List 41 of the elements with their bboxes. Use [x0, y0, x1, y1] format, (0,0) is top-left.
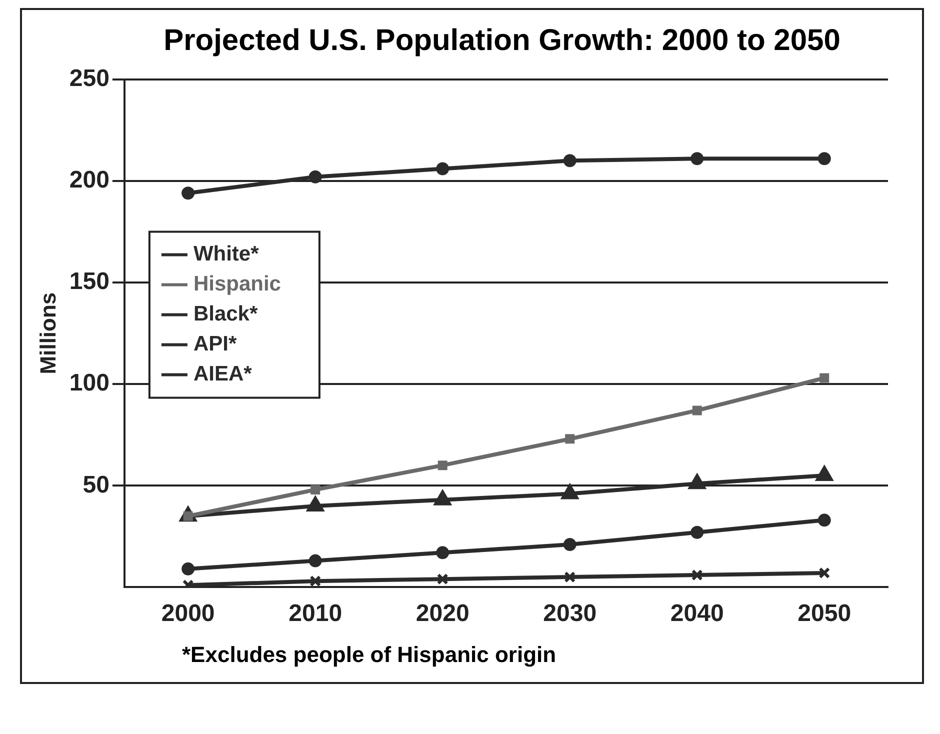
legend-label: White* [193, 242, 260, 266]
x-tick-label: 2010 [288, 600, 342, 628]
point [182, 186, 195, 200]
y-tick-label: 200 [69, 166, 110, 194]
point [565, 434, 575, 444]
y-tick-label: 150 [69, 268, 110, 296]
text: *Excludes people of Hispanic origin [181, 642, 558, 669]
legend-label: API* [193, 332, 238, 356]
point [436, 546, 450, 560]
point [308, 554, 322, 568]
point [690, 152, 704, 166]
point [310, 484, 320, 494]
x-tick-label: 2000 [161, 600, 215, 628]
y-tick-label: 50 [82, 471, 110, 498]
point [310, 575, 322, 587]
point [690, 526, 704, 539]
point [818, 567, 830, 579]
x-tick-label: 2020 [416, 600, 470, 628]
legend-label: Black* [193, 302, 258, 326]
x-tick-label: 2050 [798, 600, 852, 628]
x-tick-label: 2030 [543, 600, 597, 628]
y-tick-label: 250 [69, 65, 110, 92]
point [820, 373, 830, 383]
point [563, 538, 576, 552]
point [563, 154, 576, 168]
legend-label: AIEA* [193, 362, 253, 386]
point [818, 514, 831, 527]
legend-label: Hispanic [193, 272, 282, 296]
x-tick-label: 2040 [670, 600, 724, 628]
point [182, 562, 195, 576]
chart-title: Projected U.S. Population Growth: 2000 to 2050 [162, 23, 842, 59]
point [692, 406, 702, 416]
point [691, 569, 703, 581]
y-axis-title: Millions [35, 292, 60, 374]
point [436, 573, 448, 585]
point [436, 162, 450, 176]
point [438, 460, 448, 470]
point [564, 571, 576, 583]
point [818, 152, 831, 166]
y-tick-label: 100 [69, 370, 110, 397]
point [308, 170, 322, 184]
